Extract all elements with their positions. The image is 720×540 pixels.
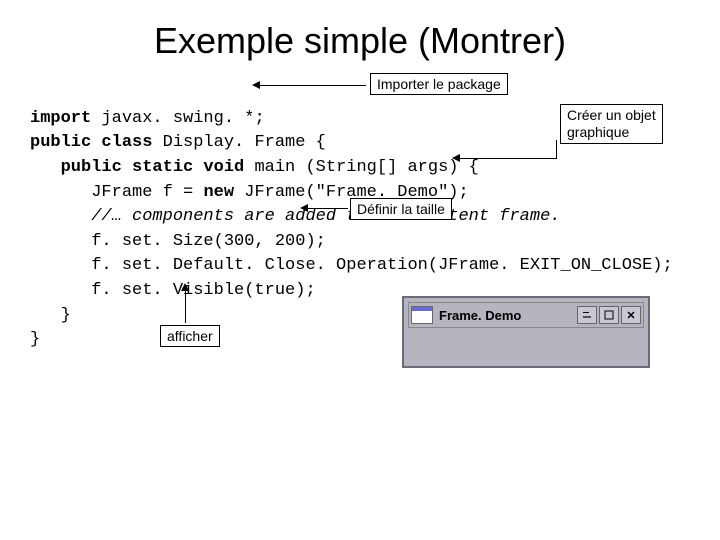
callout-create-object-l2: graphique	[567, 124, 629, 140]
demo-window-title: Frame. Demo	[439, 308, 577, 323]
code-line-2: public class Display. Frame {	[30, 133, 326, 152]
arrow-head-afficher	[181, 283, 189, 291]
maximize-icon	[604, 310, 614, 320]
arrow-head-import	[252, 81, 260, 89]
code-line-1: import javax. swing. *;	[30, 109, 265, 128]
callout-create-object-l1: Créer un objet	[567, 107, 656, 123]
arrow-create-v	[556, 140, 557, 159]
callout-create-object: Créer un objet graphique	[560, 104, 663, 144]
arrow-afficher	[185, 290, 186, 323]
code-line-6: f. set. Size(300, 200);	[30, 232, 326, 251]
callout-import-package: Importer le package	[370, 73, 508, 95]
callout-define-size: Définir la taille	[350, 198, 452, 220]
kw-import: import	[30, 109, 91, 128]
kw-psv: public static void	[30, 158, 244, 177]
code-line-3: public static void main (String[] args) …	[30, 158, 479, 177]
window-icon	[411, 306, 433, 324]
close-icon	[626, 310, 636, 320]
maximize-button[interactable]	[599, 306, 619, 324]
demo-window: Frame. Demo	[402, 296, 650, 368]
code-line-8: f. set. Visible(true);	[30, 281, 316, 300]
arrow-size	[308, 208, 348, 209]
kw-new: new	[203, 183, 234, 202]
code-line-10: }	[30, 330, 40, 349]
arrow-head-create	[452, 154, 460, 162]
slide-title: Exemple simple (Montrer)	[30, 20, 690, 62]
demo-window-titlebar: Frame. Demo	[408, 302, 644, 328]
minimize-button[interactable]	[577, 306, 597, 324]
arrow-create-h	[460, 158, 556, 159]
code-line-9: }	[30, 306, 71, 325]
arrow-import	[260, 85, 366, 86]
slide: Exemple simple (Montrer) import javax. s…	[0, 0, 720, 540]
minimize-icon	[582, 310, 592, 320]
code-line-5: //… components are added to its content …	[30, 207, 561, 226]
close-button[interactable]	[621, 306, 641, 324]
code-line-7: f. set. Default. Close. Operation(JFrame…	[30, 256, 673, 275]
kw-public-class: public class	[30, 133, 152, 152]
arrow-head-size	[300, 204, 308, 212]
callout-afficher: afficher	[160, 325, 220, 347]
